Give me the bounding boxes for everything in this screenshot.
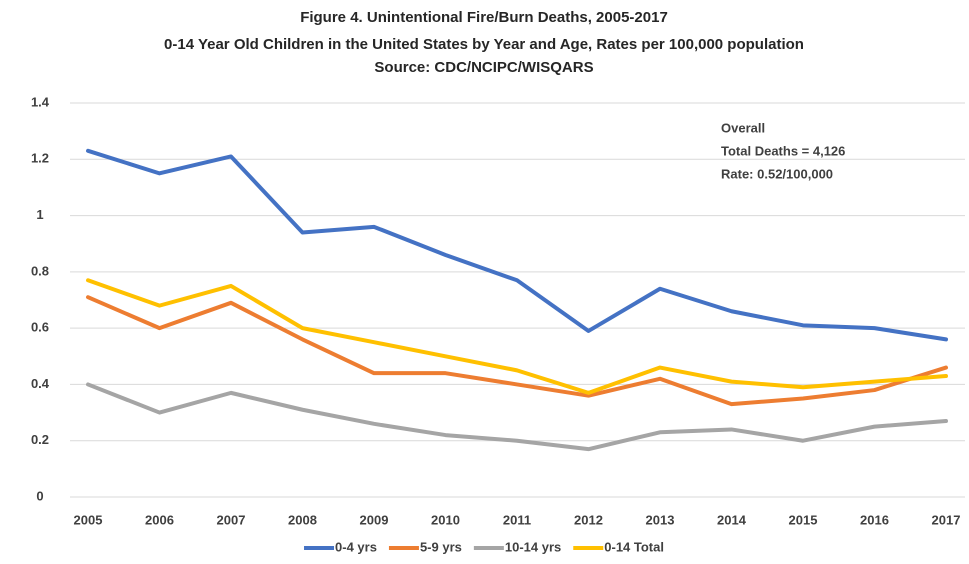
x-tick-label: 2008: [288, 512, 317, 527]
x-tick-label: 2013: [646, 512, 675, 527]
series-line: [86, 295, 948, 407]
y-tick-label: 0.4: [31, 376, 50, 391]
x-tick-label: 2016: [860, 512, 889, 527]
x-tick-label: 2015: [789, 512, 818, 527]
annotation: Overall: [721, 120, 765, 135]
series-line: [86, 382, 948, 452]
x-tick-label: 2009: [360, 512, 389, 527]
chart-title: Figure 4. Unintentional Fire/Burn Deaths…: [300, 9, 668, 26]
chart-subtitle: 0-14 Year Old Children in the United Sta…: [164, 36, 804, 53]
y-tick-label: 1: [36, 207, 43, 222]
annotation: Rate: 0.52/100,000: [721, 166, 833, 181]
y-tick-label: 0.2: [31, 432, 49, 447]
annotation: Total Deaths = 4,126: [721, 143, 845, 158]
x-tick-label: 2006: [145, 512, 174, 527]
legend-label: 5-9 yrs: [420, 539, 462, 554]
x-tick-label: 2014: [717, 512, 747, 527]
y-tick-label: 0.8: [31, 263, 49, 278]
series-line: [86, 148, 948, 342]
x-tick-label: 2005: [74, 512, 103, 527]
x-tick-label: 2017: [932, 512, 961, 527]
y-tick-label: 1.2: [31, 151, 49, 166]
x-tick-label: 2007: [217, 512, 246, 527]
legend-label: 10-14 yrs: [505, 539, 561, 554]
y-tick-label: 1.4: [31, 94, 50, 109]
legend-label: 0-14 Total: [604, 539, 664, 554]
x-tick-label: 2011: [503, 512, 531, 527]
x-tick-label: 2010: [431, 512, 460, 527]
legend-label: 0-4 yrs: [335, 539, 377, 554]
legend: 0-4 yrs 5-9 yrs 10-14 yrs 0-14 Total: [304, 539, 664, 554]
y-tick-label: 0.6: [31, 320, 49, 335]
chart-source: Source: CDC/NCIPC/WISQARS: [374, 59, 593, 76]
series-line: [86, 278, 948, 395]
x-tick-label: 2012: [574, 512, 603, 527]
y-tick-label: 0: [36, 488, 43, 503]
